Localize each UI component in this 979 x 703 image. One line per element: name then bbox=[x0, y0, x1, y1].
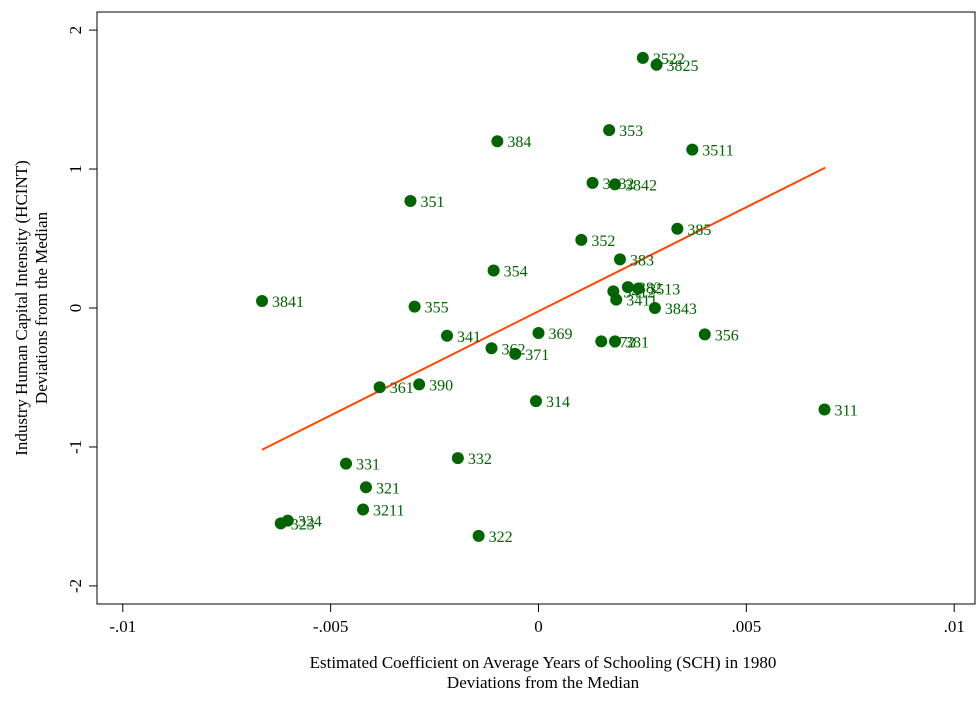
point bbox=[586, 176, 599, 189]
point-label: 390 bbox=[429, 377, 453, 394]
point bbox=[373, 381, 386, 394]
point bbox=[274, 517, 287, 530]
point bbox=[357, 503, 370, 516]
plot-frame bbox=[96, 11, 976, 605]
point bbox=[650, 58, 663, 71]
point bbox=[636, 51, 649, 64]
point-label: 3511 bbox=[702, 143, 733, 160]
point-label: 382 bbox=[638, 280, 662, 297]
point bbox=[686, 143, 699, 156]
point-label: 361 bbox=[390, 380, 414, 397]
point-label: 3842 bbox=[625, 177, 657, 194]
point bbox=[648, 302, 661, 314]
point-label: 356 bbox=[715, 327, 739, 344]
point bbox=[608, 335, 621, 348]
point bbox=[621, 281, 634, 294]
point bbox=[698, 328, 711, 341]
y-tick-label: 2 bbox=[66, 26, 85, 35]
point bbox=[575, 233, 588, 246]
point bbox=[509, 347, 522, 360]
point-label: 323 bbox=[291, 516, 315, 533]
point-label: 324 bbox=[298, 514, 322, 531]
point bbox=[613, 253, 626, 266]
point bbox=[441, 329, 454, 342]
y-axis-title: Industry Human Capital Intensity (HCINT) bbox=[12, 160, 31, 456]
point-label: 3211 bbox=[373, 503, 404, 520]
point bbox=[485, 342, 498, 355]
point bbox=[451, 452, 464, 465]
point bbox=[472, 529, 485, 542]
point-label: 355 bbox=[425, 300, 449, 317]
point-label: 322 bbox=[489, 529, 513, 546]
point-label: 384 bbox=[507, 134, 531, 151]
point bbox=[632, 282, 645, 295]
point-label: 385 bbox=[687, 222, 711, 239]
point-label: 352 bbox=[591, 233, 615, 250]
point bbox=[491, 135, 504, 148]
x-axis-title: Deviations from the Median bbox=[447, 673, 640, 692]
point-label: 354 bbox=[504, 263, 528, 280]
y-axis-title: Deviations from the Median bbox=[32, 211, 51, 404]
x-tick-label: -.01 bbox=[109, 617, 136, 636]
y-tick-label: 0 bbox=[66, 304, 85, 313]
point-label: 371 bbox=[525, 347, 549, 364]
point-label: 3843 bbox=[665, 301, 697, 318]
x-axis-title: Estimated Coefficient on Average Years o… bbox=[310, 653, 777, 672]
point bbox=[359, 481, 372, 494]
point bbox=[610, 293, 623, 306]
point bbox=[413, 378, 426, 391]
x-tick-label: .01 bbox=[944, 617, 965, 636]
point-label: 369 bbox=[548, 326, 572, 343]
point-label: 331 bbox=[356, 457, 380, 474]
point-label: 3825 bbox=[667, 58, 699, 75]
point bbox=[603, 124, 616, 137]
fit-line bbox=[261, 166, 826, 451]
point bbox=[256, 295, 269, 308]
point bbox=[595, 335, 608, 348]
point-label: 353 bbox=[619, 123, 643, 140]
point-label: 3841 bbox=[272, 294, 304, 311]
point-label: 332 bbox=[468, 451, 492, 468]
point bbox=[487, 264, 500, 277]
point bbox=[671, 222, 684, 235]
point-label: 314 bbox=[546, 394, 570, 411]
point bbox=[608, 178, 621, 191]
point-label: 341 bbox=[457, 329, 481, 346]
point bbox=[818, 403, 831, 416]
x-tick-label: -.005 bbox=[313, 617, 348, 636]
point-label: 351 bbox=[420, 194, 444, 211]
y-tick-label: -1 bbox=[66, 440, 85, 454]
point-label: 383 bbox=[630, 252, 654, 269]
y-tick-label: 1 bbox=[66, 165, 85, 174]
point bbox=[340, 457, 353, 470]
point-label: 381 bbox=[625, 334, 649, 351]
point-label: 311 bbox=[835, 402, 858, 419]
point bbox=[530, 395, 542, 408]
point-label: 3513 bbox=[648, 282, 680, 299]
point-label: 321 bbox=[376, 480, 400, 497]
y-tick-label: -2 bbox=[66, 579, 85, 593]
x-tick-label: 0 bbox=[534, 617, 543, 636]
x-tick-label: .005 bbox=[731, 617, 761, 636]
point bbox=[532, 327, 545, 340]
point bbox=[404, 194, 417, 207]
point bbox=[408, 300, 421, 313]
